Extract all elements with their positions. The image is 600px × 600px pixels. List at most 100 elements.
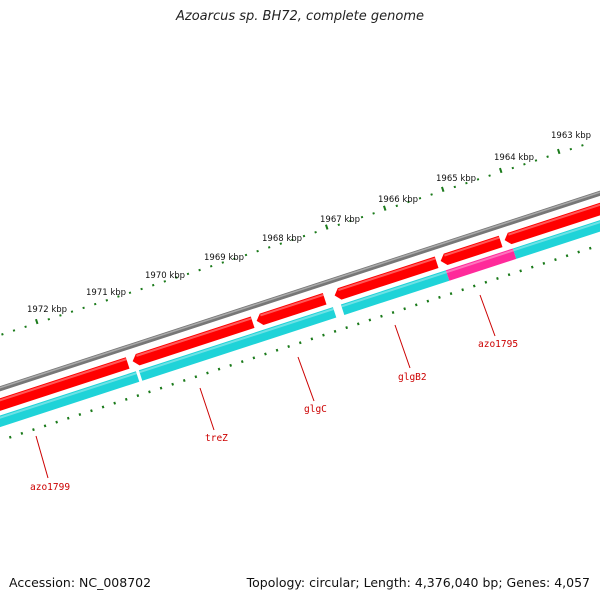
outer-tick [175, 276, 178, 279]
outer-tick [151, 283, 155, 287]
inner-tick [240, 360, 244, 364]
forward-gene [440, 235, 503, 266]
outer-tick [534, 159, 538, 162]
inner-tick [519, 269, 522, 273]
callout-line [297, 356, 315, 402]
outer-tick [256, 249, 259, 253]
outer-scale-ticks [1, 144, 584, 336]
kbp-label-1971: 1971 kbp [86, 288, 126, 298]
outer-tick [209, 265, 213, 268]
kbp-label-1972: 1972 kbp [27, 305, 67, 315]
outer-tick [372, 212, 375, 215]
outer-tick [24, 325, 27, 329]
gene-label-azo1799[interactable]: azo1799 [30, 482, 70, 493]
forward-gene-shine [0, 358, 127, 402]
inner-tick [113, 401, 116, 405]
inner-tick [252, 356, 256, 360]
outer-tick [59, 314, 62, 317]
forward-gene-shine [444, 236, 500, 257]
outer-tick [546, 155, 549, 158]
outer-tick [279, 242, 283, 245]
outer-tick [233, 257, 236, 260]
outer-tick [12, 329, 16, 332]
outer-tick [314, 231, 317, 234]
outer-tick [1, 333, 4, 336]
inner-tick [78, 413, 82, 417]
forward-gene-shine [338, 257, 436, 292]
inner-tick [496, 276, 499, 280]
gene-label-glgc[interactable]: glgC [304, 404, 327, 415]
outer-tick [302, 234, 306, 238]
inner-tick [461, 288, 464, 292]
outer-tick [511, 166, 515, 170]
outer-tick [499, 167, 503, 174]
outer-tick [395, 204, 399, 208]
outer-tick [35, 318, 39, 325]
reverse-gene [138, 307, 337, 381]
outer-tick [581, 144, 584, 147]
outer-tick [325, 224, 329, 230]
inner-tick [66, 416, 70, 420]
inner-tick [32, 428, 35, 432]
reverse-gene-shine [0, 372, 137, 419]
inner-tick [588, 246, 592, 250]
outer-tick [383, 205, 387, 211]
outer-tick [465, 181, 468, 185]
inner-tick [380, 314, 383, 318]
inner-tick [565, 254, 569, 258]
kbp-label-1968: 1968 kbp [262, 234, 302, 244]
backbone-ring [0, 190, 600, 392]
forward-gene-shine [136, 317, 252, 357]
gene-callouts [35, 294, 496, 479]
gene-label-glgb2[interactable]: glgB2 [398, 372, 427, 383]
map-title: Azoarcus sp. BH72, complete genome [175, 9, 425, 24]
inner-tick [264, 352, 267, 356]
callout-line [479, 294, 496, 337]
gene-label-trez[interactable]: treZ [205, 433, 228, 444]
inner-tick [20, 431, 24, 435]
inner-tick [217, 367, 221, 371]
kbp-label-1967: 1967 kbp [320, 215, 360, 225]
reverse-gene [340, 270, 450, 315]
outer-tick [117, 295, 120, 298]
inner-tick [90, 409, 93, 413]
forward-gene-shine [508, 203, 600, 236]
outer-tick [267, 246, 271, 249]
inner-tick [403, 307, 406, 311]
inner-tick [426, 299, 430, 303]
inner-tick [148, 390, 151, 394]
accession-text: Accession: NC_008702 [9, 575, 152, 590]
outer-tick [221, 261, 225, 264]
gene-label-azo1795[interactable]: azo1795 [478, 339, 518, 350]
outer-tick [441, 186, 445, 192]
inner-tick [229, 363, 232, 367]
outer-tick [93, 302, 97, 306]
inner-tick [43, 424, 47, 428]
forward-gene [334, 256, 439, 300]
kbp-label-1970: 1970 kbp [145, 271, 185, 281]
reverse-gene-shine [341, 271, 447, 308]
kbp-label-1969: 1969 kbp [204, 253, 244, 263]
outer-tick [337, 223, 341, 226]
inner-tick [8, 435, 12, 439]
outer-tick [198, 268, 201, 272]
inner-tick [530, 265, 534, 269]
inner-tick [391, 310, 395, 314]
kbp-label-1966: 1966 kbp [378, 195, 418, 205]
outer-tick [557, 148, 561, 155]
inner-tick [182, 379, 186, 383]
inner-tick [55, 420, 58, 424]
outer-tick [523, 162, 526, 166]
inner-tick [298, 341, 302, 345]
outer-tick [407, 200, 410, 204]
outer-tick [476, 178, 480, 181]
callout-line [199, 387, 215, 431]
inner-tick [171, 382, 174, 386]
inner-tick [472, 284, 476, 288]
inner-tick [136, 394, 140, 398]
kbp-label-1963: 1963 kbp [551, 131, 591, 141]
outer-tick [163, 280, 167, 283]
inner-tick [275, 348, 279, 352]
outer-tick [360, 215, 364, 219]
